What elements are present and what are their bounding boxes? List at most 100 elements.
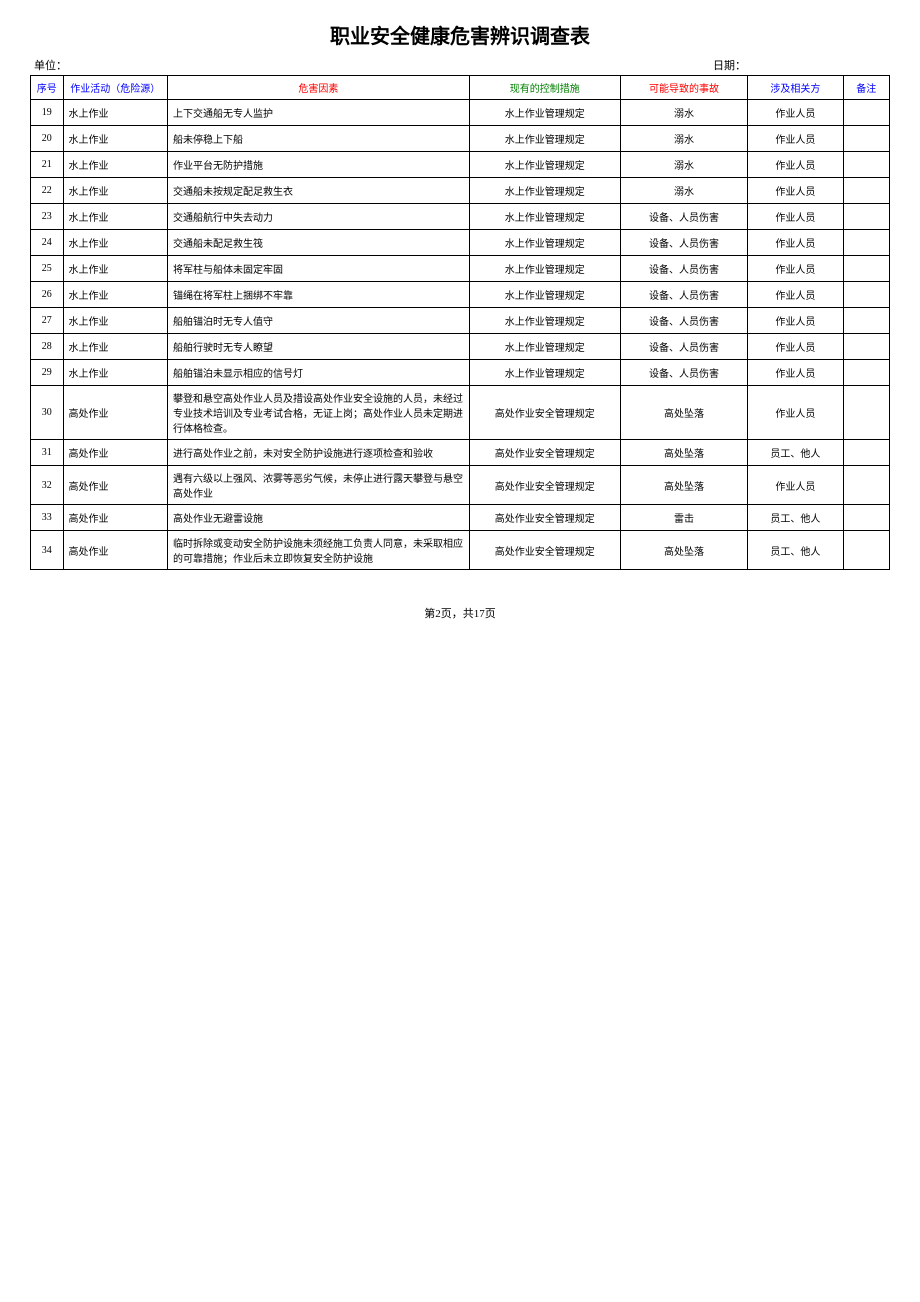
- cell-seq: 33: [31, 505, 64, 531]
- cell-seq: 24: [31, 230, 64, 256]
- cell-activity: 高处作业: [63, 386, 167, 440]
- cell-remark: [843, 204, 889, 230]
- cell-activity: 高处作业: [63, 466, 167, 505]
- cell-seq: 22: [31, 178, 64, 204]
- unit-label: 单位：: [34, 57, 67, 73]
- table-row: 23水上作业交通船航行中失去动力水上作业管理规定设备、人员伤害作业人员: [31, 204, 890, 230]
- cell-party: 作业人员: [748, 386, 843, 440]
- cell-accident: 高处坠落: [620, 531, 748, 570]
- header-accident: 可能导致的事故: [620, 76, 748, 100]
- cell-party: 作业人员: [748, 256, 843, 282]
- table-row: 22水上作业交通船未按规定配足救生衣水上作业管理规定溺水作业人员: [31, 178, 890, 204]
- cell-accident: 设备、人员伤害: [620, 334, 748, 360]
- cell-remark: [843, 126, 889, 152]
- header-activity: 作业活动（危险源）: [63, 76, 167, 100]
- cell-accident: 设备、人员伤害: [620, 256, 748, 282]
- cell-remark: [843, 440, 889, 466]
- cell-control: 高处作业安全管理规定: [469, 505, 620, 531]
- cell-seq: 20: [31, 126, 64, 152]
- cell-control: 水上作业管理规定: [469, 230, 620, 256]
- date-label: 日期：: [713, 57, 746, 73]
- cell-party: 作业人员: [748, 282, 843, 308]
- hazard-table: 序号 作业活动（危险源） 危害因素 现有的控制措施 可能导致的事故 涉及相关方 …: [30, 75, 890, 570]
- cell-party: 作业人员: [748, 178, 843, 204]
- cell-hazard: 高处作业无避雷设施: [167, 505, 469, 531]
- cell-activity: 水上作业: [63, 152, 167, 178]
- cell-accident: 设备、人员伤害: [620, 308, 748, 334]
- cell-hazard: 作业平台无防护措施: [167, 152, 469, 178]
- cell-hazard: 交通船航行中失去动力: [167, 204, 469, 230]
- cell-accident: 溺水: [620, 152, 748, 178]
- header-control: 现有的控制措施: [469, 76, 620, 100]
- cell-hazard: 锚绳在将军柱上捆绑不牢靠: [167, 282, 469, 308]
- cell-hazard: 交通船未配足救生筏: [167, 230, 469, 256]
- cell-seq: 31: [31, 440, 64, 466]
- cell-party: 作业人员: [748, 230, 843, 256]
- table-row: 27水上作业船舶锚泊时无专人值守水上作业管理规定设备、人员伤害作业人员: [31, 308, 890, 334]
- cell-seq: 26: [31, 282, 64, 308]
- table-row: 32高处作业遇有六级以上强风、浓雾等恶劣气候，未停止进行露天攀登与悬空高处作业高…: [31, 466, 890, 505]
- cell-remark: [843, 100, 889, 126]
- page-title: 职业安全健康危害辨识调查表: [30, 20, 890, 49]
- cell-control: 水上作业管理规定: [469, 126, 620, 152]
- table-row: 19水上作业上下交通船无专人监护水上作业管理规定溺水作业人员: [31, 100, 890, 126]
- table-row: 26水上作业锚绳在将军柱上捆绑不牢靠水上作业管理规定设备、人员伤害作业人员: [31, 282, 890, 308]
- cell-seq: 27: [31, 308, 64, 334]
- cell-accident: 设备、人员伤害: [620, 230, 748, 256]
- cell-accident: 高处坠落: [620, 440, 748, 466]
- cell-control: 水上作业管理规定: [469, 100, 620, 126]
- cell-hazard: 上下交通船无专人监护: [167, 100, 469, 126]
- cell-activity: 高处作业: [63, 440, 167, 466]
- cell-accident: 设备、人员伤害: [620, 360, 748, 386]
- cell-activity: 高处作业: [63, 505, 167, 531]
- cell-accident: 高处坠落: [620, 386, 748, 440]
- cell-control: 水上作业管理规定: [469, 334, 620, 360]
- cell-accident: 设备、人员伤害: [620, 204, 748, 230]
- cell-remark: [843, 282, 889, 308]
- cell-control: 水上作业管理规定: [469, 178, 620, 204]
- cell-activity: 水上作业: [63, 100, 167, 126]
- header-hazard: 危害因素: [167, 76, 469, 100]
- cell-accident: 溺水: [620, 178, 748, 204]
- cell-control: 高处作业安全管理规定: [469, 386, 620, 440]
- cell-activity: 水上作业: [63, 360, 167, 386]
- cell-accident: 高处坠落: [620, 466, 748, 505]
- cell-remark: [843, 230, 889, 256]
- cell-activity: 水上作业: [63, 126, 167, 152]
- cell-remark: [843, 360, 889, 386]
- cell-seq: 28: [31, 334, 64, 360]
- cell-activity: 水上作业: [63, 256, 167, 282]
- table-row: 34高处作业临时拆除或变动安全防护设施未须经施工负责人同意，未采取相应的可靠措施…: [31, 531, 890, 570]
- cell-remark: [843, 308, 889, 334]
- cell-seq: 23: [31, 204, 64, 230]
- cell-activity: 水上作业: [63, 334, 167, 360]
- cell-accident: 溺水: [620, 100, 748, 126]
- cell-activity: 水上作业: [63, 230, 167, 256]
- cell-control: 高处作业安全管理规定: [469, 466, 620, 505]
- cell-party: 作业人员: [748, 204, 843, 230]
- meta-row: 单位： 日期：: [30, 57, 890, 73]
- cell-accident: 雷击: [620, 505, 748, 531]
- cell-party: 作业人员: [748, 152, 843, 178]
- cell-party: 作业人员: [748, 308, 843, 334]
- cell-seq: 29: [31, 360, 64, 386]
- table-row: 25水上作业将军柱与船体未固定牢固水上作业管理规定设备、人员伤害作业人员: [31, 256, 890, 282]
- cell-hazard: 遇有六级以上强风、浓雾等恶劣气候，未停止进行露天攀登与悬空高处作业: [167, 466, 469, 505]
- pagination: 第2页，共17页: [30, 605, 890, 621]
- cell-accident: 设备、人员伤害: [620, 282, 748, 308]
- header-seq: 序号: [31, 76, 64, 100]
- cell-remark: [843, 178, 889, 204]
- cell-hazard: 船未停稳上下船: [167, 126, 469, 152]
- table-row: 24水上作业交通船未配足救生筏水上作业管理规定设备、人员伤害作业人员: [31, 230, 890, 256]
- cell-seq: 25: [31, 256, 64, 282]
- table-row: 30高处作业攀登和悬空高处作业人员及措设高处作业安全设施的人员，未经过专业技术培…: [31, 386, 890, 440]
- cell-activity: 高处作业: [63, 531, 167, 570]
- cell-seq: 21: [31, 152, 64, 178]
- cell-seq: 30: [31, 386, 64, 440]
- cell-remark: [843, 152, 889, 178]
- cell-hazard: 船舶锚泊时无专人值守: [167, 308, 469, 334]
- cell-seq: 19: [31, 100, 64, 126]
- table-body: 19水上作业上下交通船无专人监护水上作业管理规定溺水作业人员20水上作业船未停稳…: [31, 100, 890, 570]
- table-row: 21水上作业作业平台无防护措施水上作业管理规定溺水作业人员: [31, 152, 890, 178]
- table-row: 33高处作业高处作业无避雷设施高处作业安全管理规定雷击员工、他人: [31, 505, 890, 531]
